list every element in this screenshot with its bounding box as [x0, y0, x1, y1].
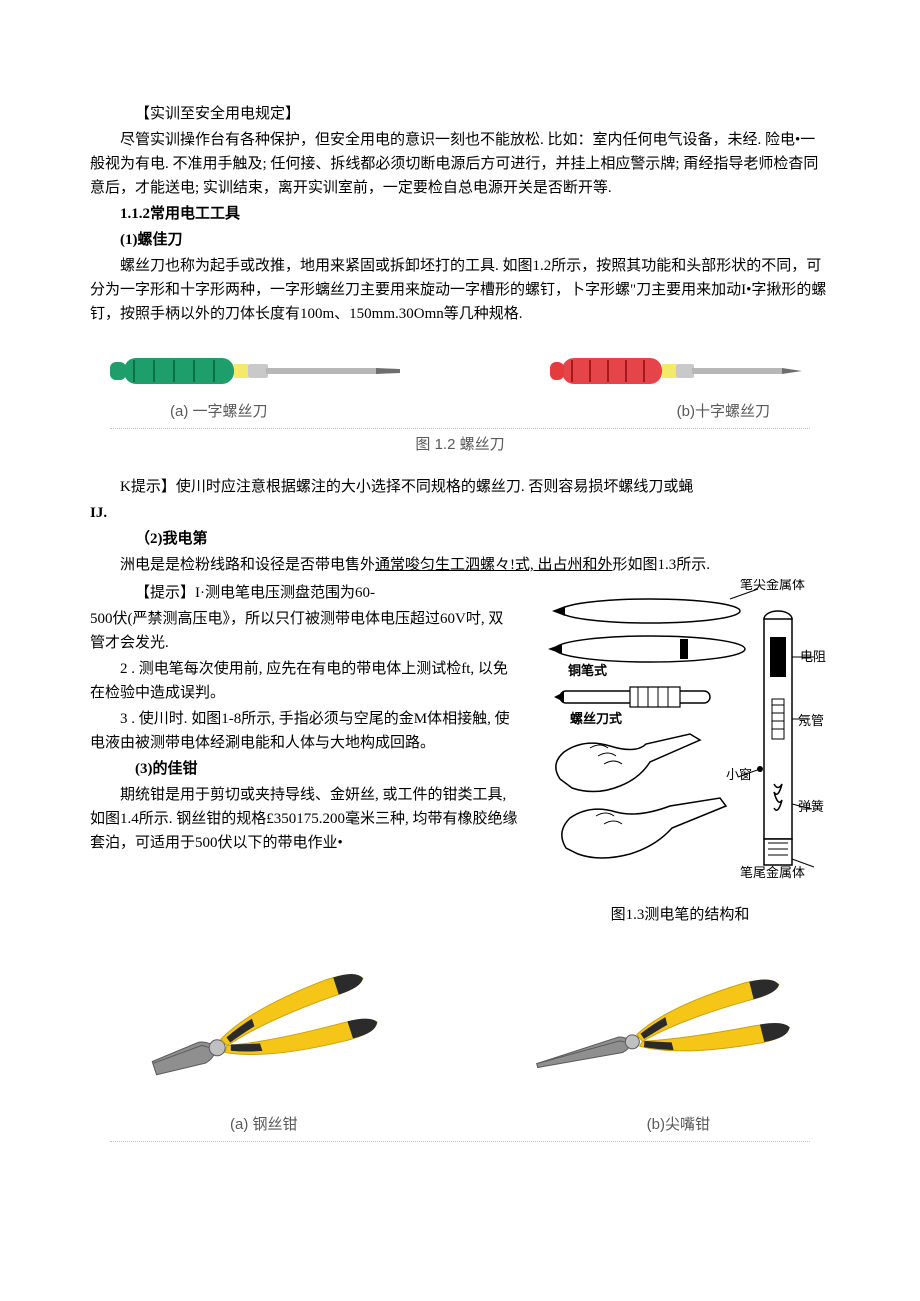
item-1-para: 螺丝刀也称为起手或改推，地用来紧固或拆卸坯打的工具. 如图1.2所示，按照其功能… — [90, 254, 830, 326]
tips-l1b: 500伏(严禁测高压电》，所以只仃被测带电体电压超过60V吋, 双管才会发光. — [90, 607, 518, 655]
item-2-para-u: 通常唆匀生工泗螺々!式, 出占州和外 — [375, 557, 613, 573]
combination-pliers-icon — [110, 967, 410, 1107]
item-3-title: (3)的佳钳 — [90, 757, 518, 781]
section-1-1-2: 1.1.2常用电工工具 — [90, 202, 830, 226]
item-1-title: (1)螺佳刀 — [90, 228, 830, 252]
tips-l1a-text: 【提示】I·测电笔电压测盘范围为60- — [135, 585, 375, 601]
fig-1-2-cap-b: (b)十字螺丝刀 — [677, 400, 770, 424]
heading-safety: 【实训至安全用电规定】 — [90, 102, 830, 126]
label-window: 小窗 — [726, 767, 752, 782]
item-2-para: 洲电是是检粉线路和设径是否带电售外通常唆匀生工泗螺々!式, 出占州和外形如图1.… — [90, 553, 830, 577]
fig-1-4-sub: (a) 钢丝钳 (b)尖嘴钳 — [90, 1107, 830, 1137]
fig-1-4-cap-a: (a) 钢丝钳 — [230, 1113, 298, 1137]
col-left: 【提示】I·测电笔电压测盘范围为60- 500伏(严禁测高压电》，所以只仃被测带… — [90, 579, 518, 857]
fig-1-2-row — [90, 346, 830, 396]
item-2-para-b: 形如图1.3所示. — [613, 557, 711, 573]
item-2-para-a: 洲电是是检粉线路和设径是否带电售外 — [120, 557, 375, 573]
fig-1-3-caption: 图1.3测电笔的结构和 — [530, 903, 830, 927]
label-pen-style: 铜笔式 — [567, 663, 607, 678]
col-right: 笔尖金属体 铜笔式 — [530, 579, 830, 927]
rule-1 — [110, 428, 810, 429]
fig-1-2-main: 图 1.2 螺丝刀 — [90, 433, 830, 457]
item-3-para: 期统钳是用于剪切或夹持导线、金妍丝, 或工件的钳类工具, 如图1.4所示. 钢丝… — [90, 783, 518, 855]
rule-2 — [110, 1141, 810, 1142]
page-root: 【实训至安全用电规定】 尽管实训操作台有各种保护，但安全用电的意识一刻也不能放松… — [0, 0, 920, 1186]
label-tip-metal: 笔尖金属体 — [740, 579, 805, 592]
tips-l2: 2 . 测电笔每次使用前, 应先在有电的带电体上测试检ft, 以免在检验中造成误… — [90, 657, 518, 705]
para-safety: 尽管实训操作台有各种保护，但安全用电的意识一刻也不能放松. 比如：室内任何电气设… — [90, 128, 830, 200]
label-spring: 弹簧 — [798, 799, 824, 814]
label-screw-style: 螺丝刀式 — [570, 711, 622, 726]
fig-1-2-cap-a: (a) 一字螺丝刀 — [170, 400, 268, 424]
label-resistor: 电阻 — [800, 649, 826, 664]
fig-1-2-sub: (a) 一字螺丝刀 (b)十字螺丝刀 — [90, 396, 830, 424]
voltage-tester-icon: 笔尖金属体 铜笔式 — [530, 579, 830, 889]
tips-l3: 3 . 使川时. 如图1-8所示, 手指必须与空尾的金M体相接触, 使电液由被测… — [90, 707, 518, 755]
fig-1-4-row — [90, 967, 830, 1107]
phillips-screwdriver-icon — [550, 346, 810, 396]
flat-screwdriver-icon — [110, 346, 410, 396]
label-tail-metal: 笔尾金属体 — [740, 865, 805, 880]
label-neon: 氖管 — [798, 713, 824, 728]
two-col: 【提示】I·测电笔电压测盘范围为60- 500伏(严禁测高压电》，所以只仃被测带… — [90, 579, 830, 927]
item-2-title: （2)我电第 — [90, 527, 830, 551]
fig-1-4-cap-b: (b)尖嘴钳 — [647, 1113, 710, 1137]
needle-nose-pliers-icon — [510, 967, 810, 1107]
tips-l1a: 【提示】I·测电笔电压测盘范围为60- — [90, 581, 518, 605]
tip1-a: K提示】使川时应注意根据螺注的大小选择不同规格的螺丝刀. 否则容易损坏螺线刀或蝇 — [90, 475, 830, 499]
tip1-b: IJ. — [90, 501, 830, 525]
